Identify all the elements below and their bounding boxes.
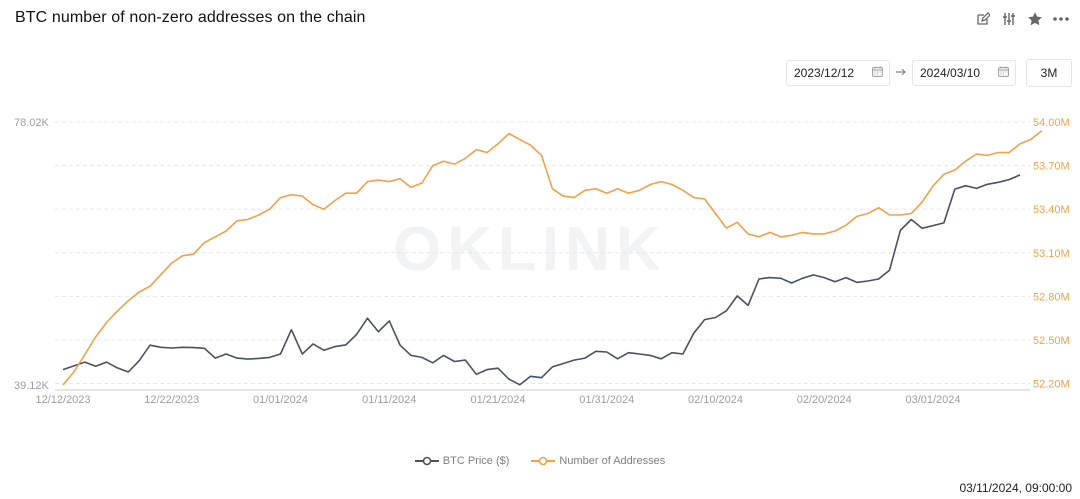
legend-price-marker — [414, 456, 439, 466]
page-title: BTC number of non-zero addresses on the … — [15, 9, 366, 26]
timestamp-footer: 03/11/2024, 09:00:00 — [959, 481, 1072, 495]
chart-legend: BTC Price ($) Number of Addresses — [0, 455, 1080, 467]
star-icon[interactable] — [1026, 10, 1044, 28]
series-line-addresses — [62, 130, 1043, 386]
x-axis-tick-label: 01/11/2024 — [362, 394, 416, 406]
calendar-icon — [998, 66, 1009, 80]
x-axis-tick-label: 01/01/2024 — [253, 394, 308, 406]
right-axis-tick-label: 53.40M — [1033, 204, 1070, 216]
end-date-input[interactable]: 2024/03/10 — [912, 60, 1016, 86]
right-axis-tick-label: 52.20M — [1033, 379, 1070, 391]
right-axis-tick-label: 53.10M — [1033, 248, 1070, 260]
compare-icon[interactable] — [1000, 10, 1018, 28]
edit-icon[interactable] — [974, 10, 992, 28]
right-axis-tick-label: 53.70M — [1033, 161, 1070, 173]
x-axis-tick-label: 01/31/2024 — [579, 394, 634, 406]
x-axis-tick-label: 03/01/2024 — [905, 394, 960, 406]
x-axis-tick-label: 02/10/2024 — [688, 394, 743, 406]
right-axis-tick-label: 54.00M — [1033, 117, 1070, 129]
date-range-controls: 2023/12/12 2024/03/10 3M — [786, 59, 1072, 87]
start-date-input[interactable]: 2023/12/12 — [786, 60, 890, 86]
more-icon[interactable] — [1052, 10, 1070, 28]
right-axis-tick-label: 52.50M — [1033, 335, 1070, 347]
right-axis-tick-label: 52.80M — [1033, 291, 1070, 303]
calendar-icon — [872, 66, 883, 80]
legend-label-addresses: Number of Addresses — [559, 455, 666, 467]
end-date-value: 2024/03/10 — [920, 66, 981, 80]
x-axis-tick-label: 12/22/2023 — [144, 394, 199, 406]
left-axis-max-label: 78.02K — [14, 117, 50, 129]
watermark-logo: OKLINK — [393, 215, 667, 284]
legend-item-addresses[interactable]: Number of Addresses — [531, 455, 665, 467]
range-3m-button[interactable]: 3M — [1026, 59, 1072, 87]
arrow-right-icon — [894, 66, 908, 80]
x-axis-tick-label: 01/21/2024 — [470, 394, 525, 406]
legend-addresses-marker — [531, 456, 556, 466]
x-axis-tick-label: 02/20/2024 — [797, 394, 852, 406]
series-line-price — [62, 174, 1021, 386]
legend-item-price[interactable]: BTC Price ($) — [414, 455, 510, 467]
x-axis-tick-label: 12/12/2023 — [35, 394, 90, 406]
start-date-value: 2023/12/12 — [794, 66, 855, 80]
left-axis-min-label: 39.12K — [14, 380, 50, 392]
chart-toolbar — [974, 10, 1070, 28]
legend-label-price: BTC Price ($) — [442, 455, 510, 467]
